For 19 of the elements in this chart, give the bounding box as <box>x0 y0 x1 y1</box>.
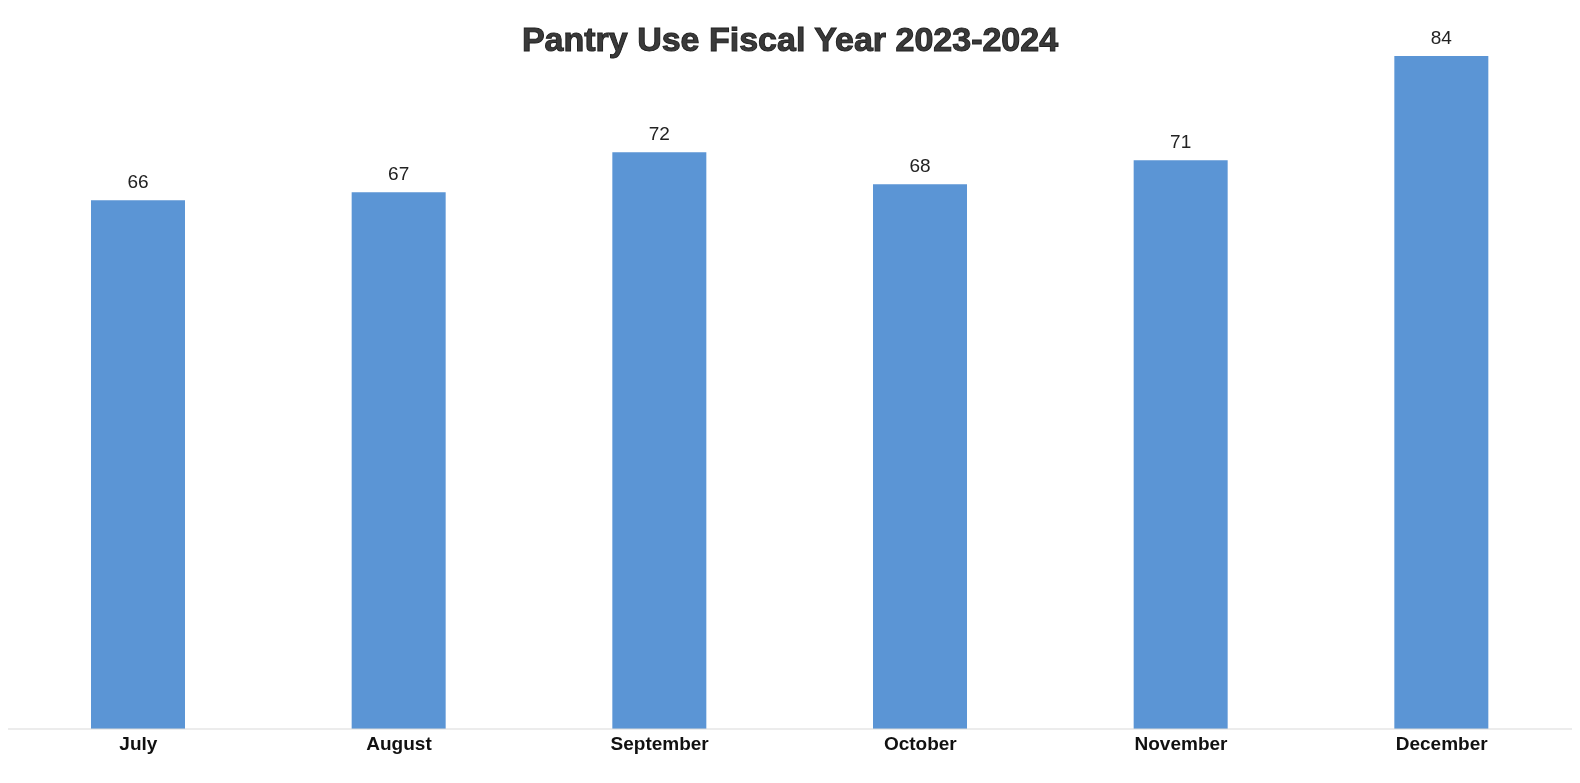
bar <box>91 200 185 729</box>
bar <box>351 192 446 729</box>
bar <box>1133 160 1228 729</box>
data-label: 67 <box>388 163 410 185</box>
x-tick-label: November <box>1134 733 1229 755</box>
x-tick-label: October <box>883 733 958 755</box>
data-label: 72 <box>648 123 670 145</box>
data-label: 68 <box>909 155 931 177</box>
data-label: 71 <box>1170 131 1192 153</box>
x-tick-label: July <box>119 733 158 755</box>
bar <box>873 184 967 729</box>
bar <box>1394 56 1489 729</box>
x-tick-label: August <box>366 733 433 755</box>
bar <box>612 152 707 729</box>
x-tick-label: September <box>610 733 710 755</box>
data-label: 66 <box>127 171 149 193</box>
data-label: 84 <box>1430 27 1453 48</box>
chart-title: Pantry Use Fiscal Year 2023-2024 <box>521 20 1059 58</box>
x-tick-label: December <box>1395 733 1489 755</box>
